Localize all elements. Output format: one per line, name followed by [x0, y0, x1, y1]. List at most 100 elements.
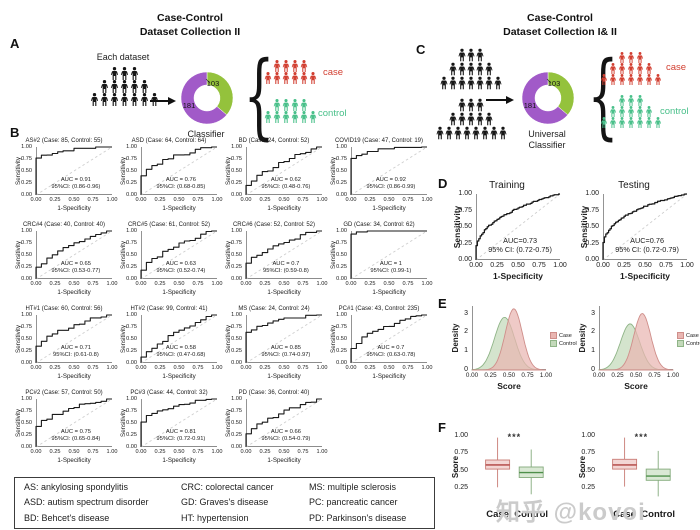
x-tick-label: 0.50 [511, 262, 525, 269]
roc-subplot-title: CRC#6 (Case: 52, Control: 52) [232, 222, 316, 228]
person-icon [645, 74, 653, 85]
y-tick-label: 1.00 [21, 311, 32, 318]
person-icon [494, 76, 502, 90]
auc-annotation: AUC=0.73 95% CI: (0.72-0.75) [484, 236, 555, 254]
y-tick-label: 0 [591, 366, 595, 373]
crowd-row [272, 60, 308, 72]
crowd-row [618, 52, 645, 63]
roc-subplot-title: Testing [618, 180, 650, 191]
roc-subplot-title: PC#2 (Case: 57, Control: 50) [25, 390, 103, 396]
person-icon [645, 63, 653, 74]
person-icon [463, 126, 471, 140]
auc-annotation: AUC=0.76 95% CI: (0.72-0.79) [611, 236, 682, 254]
y-tick-label: 0.00 [231, 275, 242, 282]
person-icon [618, 106, 626, 117]
person-icon [627, 117, 635, 128]
crowd-row [109, 67, 139, 80]
panel-c-title-line1: Case-Control [527, 12, 593, 24]
person-icon [436, 126, 444, 140]
panel-a-title-line1: Case-Control [157, 12, 223, 24]
x-tick-label: 0.75 [532, 262, 546, 269]
auc-annotation: AUC = 0.62 95%CI: (0.48-0.76) [254, 177, 319, 191]
roc-plot-area [35, 146, 113, 196]
x-tick-label: 1.00 [421, 281, 433, 287]
person-icon [140, 93, 149, 106]
auc-ci: 95%CI: (0.68-0.85) [156, 184, 206, 191]
x-axis-label: 1-Specificity [267, 456, 301, 464]
y-tick-label: 0.50 [21, 419, 32, 426]
x-tick-label: 0.25 [611, 372, 624, 379]
person-icon [273, 99, 281, 111]
y-tick-label: 0.00 [126, 443, 137, 450]
donut-value-large: 181 [524, 101, 537, 110]
auc-value: AUC = 0.7 [377, 345, 405, 352]
person-icon [291, 72, 299, 84]
roc-curve [602, 193, 687, 260]
person-icon [476, 62, 484, 76]
x-axis-label: 1-Specificity [162, 204, 196, 212]
x-tick-label: 1.00 [106, 197, 118, 203]
auc-ci: 95% CI: (0.72-0.75) [488, 244, 552, 254]
panel-d-label: D [438, 176, 448, 191]
x-tick-label: 0.75 [192, 281, 204, 287]
y-tick-label: 0.50 [126, 251, 137, 258]
density-plot-area [471, 306, 547, 371]
person-icon [90, 93, 99, 106]
x-tick-label: 0.75 [192, 449, 204, 455]
roc-curve [35, 398, 112, 447]
person-icon [449, 76, 457, 90]
y-tick-label: 0.50 [585, 223, 599, 231]
auc-value: AUC = 0.92 [375, 177, 406, 184]
person-icon [485, 62, 493, 76]
person-icon [618, 63, 626, 74]
x-tick-label: 0.00 [135, 449, 147, 455]
density-plot-area [598, 306, 674, 371]
x-axis-label: 1-Specificity [162, 288, 196, 296]
y-tick-label: 1.00 [336, 143, 347, 150]
person-icon [627, 95, 635, 106]
roc-curve [245, 230, 322, 279]
person-icon [476, 48, 484, 62]
x-tick-label: 0.50 [383, 365, 395, 371]
roc-curve [140, 314, 217, 363]
person-icon [627, 63, 635, 74]
x-tick-label: 0.25 [259, 281, 271, 287]
x-axis-label: 1-Specificity [372, 204, 406, 212]
auc-ci: 95%CI: (0.59-0.8) [263, 268, 309, 275]
y-tick-label: 0.75 [126, 407, 137, 414]
x-tick-label: 0.75 [297, 281, 309, 287]
y-tick-label: 0.25 [126, 347, 137, 354]
person-icon [273, 60, 281, 72]
roc-curve [475, 193, 560, 260]
brace-icon: { [243, 41, 275, 150]
panel-e-plots: Density 3 2 1 0 0.00 0.25 0.50 0.75 1.00 Score Case… [446, 300, 700, 400]
x-tick-label: 1.00 [211, 365, 223, 371]
box-plot-area: *** [612, 432, 671, 497]
roc-curve [140, 398, 217, 447]
x-tick-label: 0.00 [596, 262, 610, 269]
auc-value: AUC = 0.62 [270, 177, 301, 184]
auc-value: AUC = 0.65 [60, 261, 91, 268]
person-icon [291, 99, 299, 111]
y-tick-label: 0.75 [126, 239, 137, 246]
arrow-icon [150, 93, 176, 111]
x-tick-label: 0.25 [154, 281, 166, 287]
roc-subplot: AS#2 (Case: 85, Control: 55) Sensitivity 1… [12, 138, 117, 216]
x-tick-label: 0.00 [345, 365, 357, 371]
x-tick-label: 0.25 [259, 449, 271, 455]
roc-subplot: ASD (Case: 64, Control: 64) Sensitivity 1.… [117, 138, 222, 216]
y-tick-label: 0.00 [231, 359, 242, 366]
roc-curve [35, 230, 112, 279]
y-tick-label: 1.00 [231, 143, 242, 150]
person-icon [467, 112, 475, 126]
crowd-row [449, 62, 494, 76]
person-icon [476, 112, 484, 126]
person-icon [273, 111, 281, 123]
crowd-row [618, 95, 645, 106]
person-icon [458, 62, 466, 76]
y-tick-label: 0.25 [454, 484, 468, 491]
x-axis-label: 1-Specificity [619, 271, 671, 281]
roc-subplot: PC#3 (Case: 44, Control: 32) Sensitivity 1… [117, 390, 222, 468]
y-tick-label: 1.00 [585, 190, 599, 198]
roc-curve [245, 146, 322, 195]
